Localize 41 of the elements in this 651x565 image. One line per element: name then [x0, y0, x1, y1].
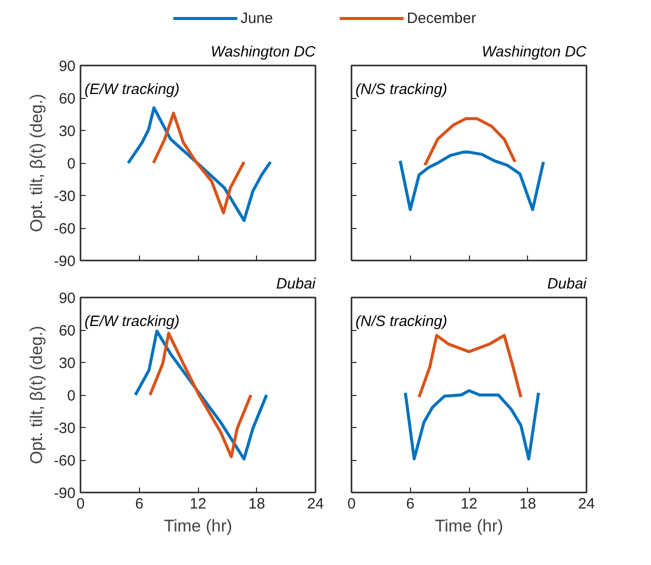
y-tick-label: 0 — [67, 388, 76, 404]
y-tick-label: 30 — [58, 123, 76, 140]
line-series — [152, 112, 246, 214]
y-tick-label: -30 — [54, 188, 76, 205]
x-tick-label: 12 — [460, 496, 478, 512]
x-axis-title: Time (hr) — [164, 516, 232, 536]
y-tick-label: -60 — [54, 220, 76, 238]
line-series — [134, 330, 268, 460]
y-tick-label: 60 — [58, 90, 76, 108]
y-axis-title: Opt. tilt, β(t) (deg.) — [26, 326, 46, 464]
chart-title: Washington DC — [210, 44, 316, 60]
x-tick-label: 18 — [248, 496, 266, 512]
y-tick-label: -60 — [54, 452, 76, 470]
x-tick-label: 24 — [307, 496, 324, 512]
x-tick-label: 18 — [519, 496, 536, 512]
y-tick-label: -30 — [54, 420, 76, 437]
y-tick-label: 30 — [58, 355, 76, 372]
y-axis-title: Opt. tilt, β(t) (deg.) — [26, 94, 46, 232]
chart-title: Dubai — [547, 276, 588, 292]
line-series — [148, 332, 252, 458]
x-axis-title: Time (hr) — [434, 516, 504, 536]
y-tick-label: 90 — [58, 290, 76, 307]
y-tick-label: -90 — [54, 485, 76, 502]
y-tick-label: -90 — [54, 253, 76, 270]
x-tick-label: 6 — [406, 496, 414, 512]
annotation: (N/S tracking) — [356, 313, 448, 330]
x-tick-label: 24 — [578, 496, 595, 512]
x-tick-label: 6 — [135, 496, 144, 512]
y-tick-label: 60 — [58, 322, 76, 340]
y-tick-label: 0 — [67, 156, 76, 172]
annotation: (E/W tracking) — [84, 313, 180, 330]
chart-title: Dubai — [276, 276, 316, 292]
legend-label: June — [240, 10, 274, 27]
annotation: (E/W tracking) — [84, 81, 180, 98]
line-series — [126, 106, 272, 222]
chart-title: Washington DC — [482, 44, 587, 60]
x-tick-label: 12 — [190, 496, 206, 512]
y-tick-label: 90 — [58, 58, 76, 75]
x-tick-label: 0 — [347, 496, 356, 512]
legend-label: December — [406, 10, 476, 27]
annotation: (N/S tracking) — [356, 81, 448, 98]
